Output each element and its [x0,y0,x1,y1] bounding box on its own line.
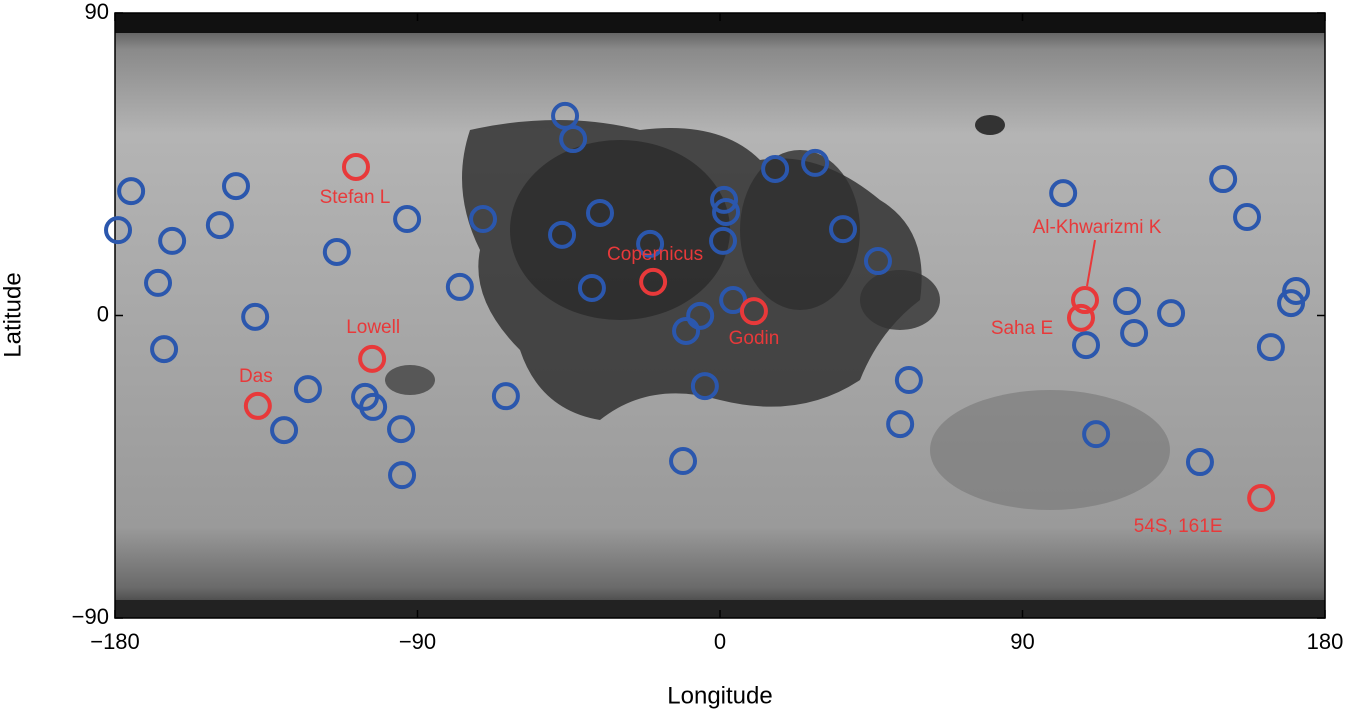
crater-marker [445,272,474,301]
crater-marker [1233,203,1262,232]
crater-marker [719,286,748,315]
y-tick-label: 0 [97,301,109,326]
crater-marker [1113,287,1142,316]
x-axis-label: Longitude [667,682,772,709]
crater-marker [548,220,577,249]
crater-marker [636,229,665,258]
crater-marker [104,216,133,245]
crater-marker [586,198,615,227]
crater-marker [1256,333,1285,362]
crater-marker [388,461,417,490]
crater-marker [270,416,299,445]
crater-marker [559,125,588,154]
crater-marker [863,247,892,276]
crater-label: Copernicus [607,244,703,265]
crater-marker [117,177,146,206]
crater-label: 54S, 161E [1134,516,1223,537]
crater-marker [1247,484,1276,513]
crater-marker [1066,303,1095,332]
label-leader [1086,239,1097,287]
crater-marker [1157,299,1186,328]
crater-marker [393,205,422,234]
crater-marker [739,297,768,326]
crater-marker [322,237,351,266]
crater-marker [1071,286,1100,315]
crater-marker [144,268,173,297]
x-tick-label: 180 [1307,629,1344,654]
crater-marker [241,302,270,331]
crater-label: Lowell [346,317,400,338]
crater-marker [894,366,923,395]
crater-marker [293,375,322,404]
crater-marker [1120,318,1149,347]
crater-marker [829,215,858,244]
crater-label: Stefan L [320,187,391,208]
crater-marker [712,197,741,226]
crater-marker [761,154,790,183]
x-tick-label: −180 [90,629,140,654]
crater-marker [1209,165,1238,194]
crater-label: Al-Khwarizmi K [1033,217,1162,238]
crater-marker [1049,179,1078,208]
crater-marker [150,335,179,364]
crater-label: Saha E [991,318,1053,339]
y-tick-label: 90 [85,0,109,24]
crater-marker [469,205,498,234]
crater-marker [358,344,387,373]
crater-marker [341,152,370,181]
crater-label: Das [239,366,273,387]
crater-marker [710,185,739,214]
crater-marker [1185,448,1214,477]
crater-marker [491,382,520,411]
crater-marker [886,410,915,439]
crater-marker [639,267,668,296]
crater-marker [686,301,715,330]
crater-label: Godin [729,328,780,349]
y-tick-label: −90 [72,604,109,629]
crater-marker [690,372,719,401]
crater-marker [243,391,272,420]
x-tick-label: −90 [399,629,436,654]
crater-marker [222,172,250,201]
crater-marker [158,226,187,255]
crater-marker [1082,420,1111,449]
crater-marker [359,392,388,421]
crater-marker [669,447,698,476]
crater-marker [577,273,606,302]
crater-marker [1277,289,1306,318]
crater-marker [672,316,701,345]
crater-marker [709,226,738,255]
crater-marker [387,415,416,444]
crater-marker [205,211,234,240]
crater-marker [1072,331,1101,360]
crater-marker [801,148,830,177]
y-axis-label: Latitude [0,272,26,357]
moon-map [115,13,1325,618]
x-tick-label: 90 [1010,629,1034,654]
x-tick-label: 0 [714,629,726,654]
